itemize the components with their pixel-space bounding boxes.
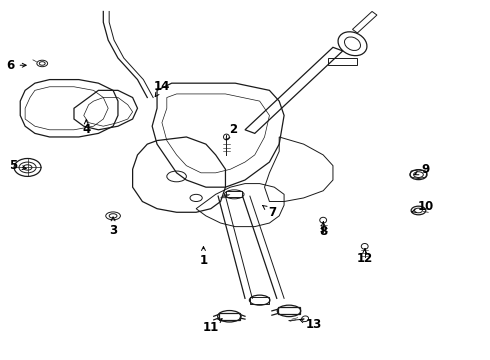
Text: 5: 5: [9, 159, 26, 172]
Text: 2: 2: [226, 123, 237, 140]
Text: 6: 6: [6, 59, 26, 72]
Text: 7: 7: [263, 206, 276, 219]
Text: 1: 1: [199, 247, 208, 267]
Text: 10: 10: [412, 201, 434, 213]
Text: 14: 14: [154, 80, 170, 96]
Text: 8: 8: [319, 222, 327, 238]
Text: 12: 12: [357, 249, 373, 265]
Text: 9: 9: [415, 163, 430, 176]
Text: 4: 4: [82, 120, 90, 136]
Text: 11: 11: [203, 319, 222, 333]
Text: 3: 3: [109, 217, 117, 237]
Text: 13: 13: [299, 318, 321, 331]
